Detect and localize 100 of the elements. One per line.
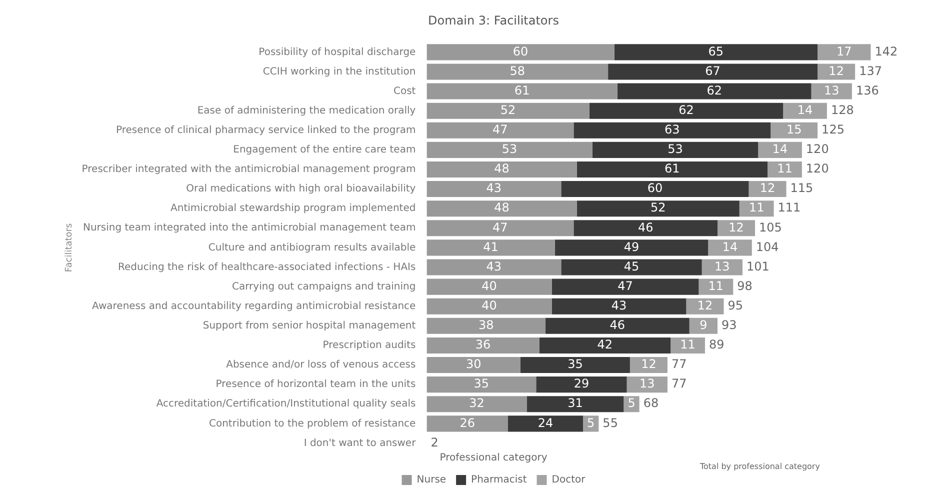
bar	[552, 298, 686, 314]
bar	[554, 240, 708, 256]
bar	[686, 298, 724, 314]
bar	[546, 318, 690, 334]
y-tick-label: Support from senior hospital management	[202, 320, 416, 332]
data-label: 29	[574, 376, 590, 391]
data-label: 40	[482, 298, 497, 312]
bar	[592, 142, 758, 158]
total-label: 142	[874, 44, 898, 58]
bar	[552, 278, 699, 295]
bar	[768, 161, 802, 178]
y-tick-label: Culture and antibiogram results available	[208, 242, 416, 254]
y-tick-label: Reducing the risk of healthcare-associated infections - HAIs	[118, 262, 416, 273]
data-label: 62	[678, 102, 694, 117]
text: Total by professional category	[699, 462, 820, 472]
data-label: 53	[502, 142, 518, 156]
bar	[758, 142, 802, 158]
bar	[539, 337, 671, 354]
data-label: 63	[664, 122, 680, 137]
bar	[426, 376, 536, 393]
total-label: 105	[759, 220, 782, 234]
data-label: 61	[664, 162, 680, 176]
data-label: 41	[483, 240, 498, 254]
bar	[783, 102, 827, 119]
data-label: 49	[624, 240, 640, 254]
bar	[426, 122, 574, 138]
total-label: 55	[602, 416, 618, 430]
data-label: 31	[568, 396, 583, 410]
total-label: 120	[806, 162, 829, 176]
bar	[626, 376, 668, 393]
total-label: 101	[746, 259, 770, 274]
bar	[536, 376, 627, 393]
bar	[748, 181, 786, 198]
y-tick-label: CCIH working in the institution	[262, 66, 416, 78]
bar	[426, 181, 562, 198]
bar	[608, 64, 818, 80]
data-label: 35	[474, 376, 490, 391]
bar	[426, 200, 577, 217]
bar	[426, 83, 618, 100]
chart-title: Domain 3: Facilitators	[428, 13, 559, 28]
data-label: 65	[708, 44, 724, 58]
y-tick-label: Accreditation/Certification/Institutional quality seals	[156, 398, 416, 410]
total-label: 137	[859, 64, 882, 78]
y-tick-label: Prescriber integrated with the antimicrobial management program	[82, 164, 416, 176]
bar	[426, 44, 614, 60]
bar	[574, 122, 771, 138]
legend-title: Professional category	[440, 452, 548, 464]
bar	[811, 83, 852, 100]
data-label: 5	[587, 416, 595, 430]
data-label: 52	[500, 102, 516, 117]
data-label: 62	[706, 83, 722, 98]
data-label: 36	[475, 338, 491, 352]
data-label: 17	[836, 44, 852, 58]
bar	[426, 102, 590, 119]
bar	[624, 396, 640, 412]
data-label: 30	[466, 357, 482, 372]
y-tick-label: Antimicrobial stewardship program implemented	[170, 203, 416, 214]
bar	[698, 278, 734, 295]
data-label: 53	[668, 142, 683, 156]
bar	[630, 357, 668, 374]
data-label: 60	[512, 44, 528, 58]
data-label: 58	[510, 64, 526, 78]
data-label: 32	[469, 396, 484, 410]
bar	[614, 44, 818, 60]
bar	[520, 357, 630, 374]
y-tick-label: Contribution to the problem of resistance	[208, 418, 416, 430]
bar	[708, 240, 752, 256]
bar	[589, 102, 784, 119]
bar	[426, 64, 608, 80]
data-label: 26	[460, 416, 475, 430]
data-label: 11	[777, 162, 792, 176]
bar	[574, 220, 718, 236]
data-label: 12	[760, 181, 776, 196]
y-tick-label: Presence of horizontal team in the units	[216, 379, 416, 390]
total-label: 89	[708, 338, 724, 352]
data-label: 61	[514, 83, 530, 98]
bar	[739, 200, 774, 217]
data-label: 43	[486, 181, 502, 196]
y-axis-title: Facilitators	[64, 223, 75, 272]
bar	[426, 298, 552, 314]
data-label: 9	[700, 318, 708, 332]
bar	[426, 278, 552, 295]
data-label: 47	[618, 278, 633, 293]
data-label: 47	[492, 122, 508, 137]
data-label: 13	[640, 376, 655, 391]
bar	[526, 396, 624, 412]
y-tick-label: Oral medications with high oral bioavailability	[186, 184, 416, 195]
total-label: 68	[643, 396, 659, 410]
bar	[426, 161, 577, 178]
bar	[426, 220, 574, 236]
data-label: 67	[705, 64, 720, 78]
data-label: 14	[772, 142, 788, 156]
data-label: 14	[722, 240, 738, 254]
total-label: 93	[722, 318, 737, 332]
y-tick-label: Absence and/or loss of venous access	[226, 360, 416, 371]
legend-label: Nurse	[416, 474, 446, 486]
bar	[426, 142, 592, 158]
bar	[561, 181, 749, 198]
data-label: 11	[708, 278, 724, 293]
data-label: 43	[611, 298, 627, 312]
